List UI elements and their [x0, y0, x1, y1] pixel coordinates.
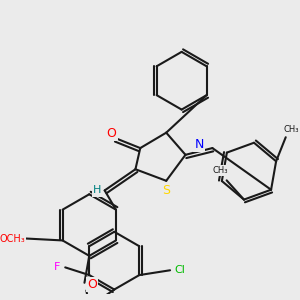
Text: Cl: Cl — [174, 265, 185, 275]
Text: S: S — [162, 184, 170, 197]
Text: N: N — [194, 138, 204, 151]
Text: O: O — [87, 278, 97, 291]
Text: F: F — [54, 262, 61, 272]
Text: O: O — [106, 127, 116, 140]
Text: CH₃: CH₃ — [284, 125, 299, 134]
Text: OCH₃: OCH₃ — [0, 233, 26, 244]
Text: H: H — [93, 185, 101, 195]
Text: CH₃: CH₃ — [212, 166, 228, 175]
